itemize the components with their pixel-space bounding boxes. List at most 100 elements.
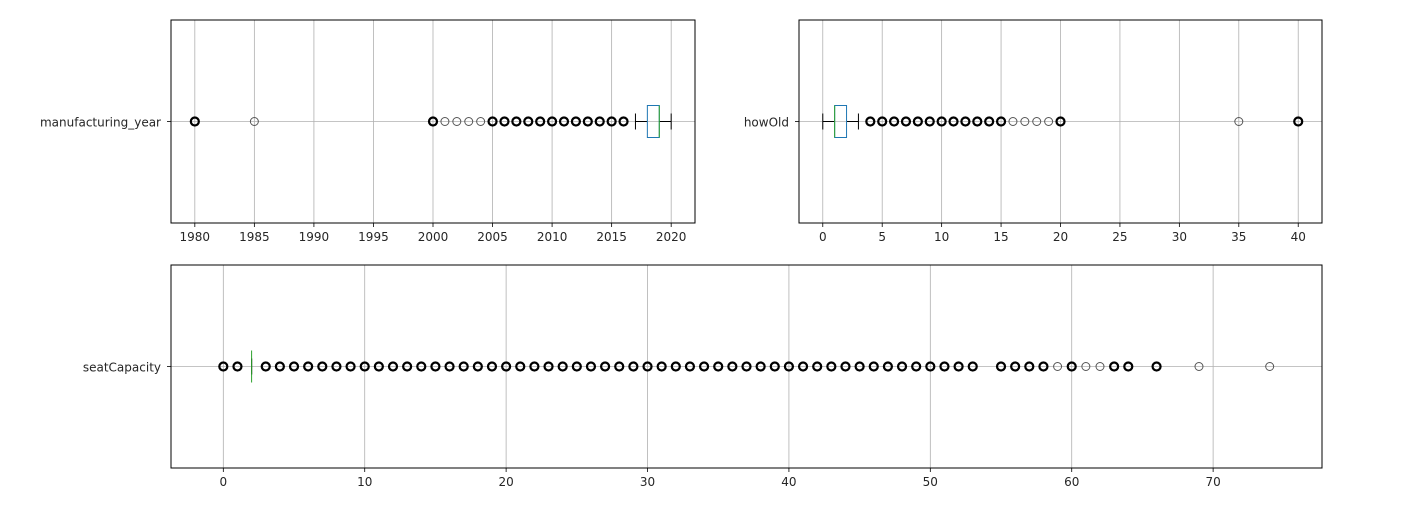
outlier-point	[585, 361, 597, 372]
outlier-point	[515, 361, 526, 372]
outlier-point	[464, 117, 474, 126]
outlier-point	[487, 116, 498, 127]
outlier-point	[373, 361, 384, 372]
outlier-point	[599, 361, 611, 372]
outlier-point	[896, 361, 908, 372]
outlier-point	[288, 361, 300, 372]
outlier-point	[476, 117, 486, 126]
x-tick-label: 35	[1231, 230, 1246, 244]
outlier-point	[558, 116, 570, 127]
outlier-point	[1095, 362, 1105, 371]
outlier-point	[606, 116, 617, 127]
outlier-point	[189, 116, 200, 127]
outlier-point	[427, 116, 439, 127]
panel-how-old: howOld 0 5 10 15 20 25 30 35 40	[744, 19, 1323, 244]
x-tick-label: 2015	[596, 230, 627, 244]
outlier-point	[529, 361, 540, 372]
outlier-point	[1109, 361, 1120, 372]
outlier-point	[670, 361, 681, 372]
x-tick-label: 30	[640, 475, 655, 489]
outlier-point	[1032, 117, 1042, 126]
outlier-point	[911, 361, 922, 372]
outlier-point	[900, 116, 912, 127]
outlier-point	[331, 361, 342, 372]
x-tick-label: 2010	[537, 230, 568, 244]
x-tick-label: 25	[1112, 230, 1127, 244]
outlier-point	[888, 116, 900, 127]
x-tick-label: 2020	[656, 230, 687, 244]
outlier-point	[594, 116, 605, 127]
outlier-point	[741, 361, 752, 372]
outlier-point	[1044, 117, 1054, 126]
outlier-point	[656, 361, 667, 372]
outlier-point	[826, 361, 837, 372]
x-tick-label: 20	[498, 475, 513, 489]
outlier-point	[984, 116, 995, 127]
outlier-point	[642, 361, 653, 372]
outlier-point	[939, 361, 950, 372]
outlier-point	[440, 117, 450, 126]
outlier-point	[967, 361, 978, 372]
outlier-point	[317, 361, 328, 372]
outlier-point	[218, 361, 229, 372]
category-label: seatCapacity	[83, 361, 161, 375]
outlier-point	[882, 361, 894, 372]
outlier-point	[614, 361, 625, 372]
outlier-point	[249, 117, 259, 126]
outlier-point	[430, 361, 441, 372]
outlier-point	[1038, 361, 1049, 372]
outlier-point	[458, 361, 469, 372]
outlier-point	[769, 361, 780, 372]
outlier-point	[546, 116, 558, 127]
x-tick-label: 40	[781, 475, 796, 489]
outlier-point	[783, 361, 795, 372]
outlier-point	[570, 116, 582, 127]
outlier-point	[797, 361, 809, 372]
outlier-point	[543, 361, 554, 372]
outlier-point	[232, 361, 243, 372]
outlier-point	[1293, 116, 1304, 127]
x-tick-label: 2000	[418, 230, 449, 244]
outlier-point	[854, 361, 865, 372]
x-tick-label: 60	[1064, 475, 1079, 489]
outlier-point	[1010, 361, 1021, 372]
outlier-point	[274, 361, 285, 372]
axes-frame	[170, 19, 696, 224]
outlier-point	[511, 116, 522, 127]
outlier-point	[840, 361, 851, 372]
outlier-point	[1234, 117, 1244, 126]
panel-seat-capacity: seatCapacity 0 10 20 30 40 50 60 70	[83, 264, 1323, 489]
outlier-point	[948, 116, 959, 127]
outlier-point	[582, 116, 593, 127]
outlier-point	[535, 116, 546, 127]
outlier-point	[345, 361, 356, 372]
outlier-point	[953, 361, 964, 372]
outlier-point	[1151, 361, 1162, 372]
outlier-point	[925, 361, 936, 372]
x-tick-label: 0	[219, 475, 227, 489]
axes-frame	[170, 264, 1323, 469]
outlier-point	[303, 361, 314, 372]
axes-frame	[798, 19, 1323, 224]
outlier-point	[359, 361, 370, 372]
outlier-point	[1066, 361, 1077, 372]
outlier-point	[1053, 362, 1063, 371]
outlier-point	[416, 361, 427, 372]
outlier-point	[260, 361, 271, 372]
outlier-point	[486, 361, 498, 372]
outlier-point	[1024, 361, 1035, 372]
category-label: manufacturing_year	[40, 116, 161, 130]
outlier-point	[924, 116, 935, 127]
outlier-point	[1194, 362, 1204, 371]
outlier-point	[1020, 117, 1030, 126]
outlier-point	[499, 116, 510, 127]
outlier-point	[444, 361, 455, 372]
panel-manufacturing-year: manufacturing_year 1980 1985 1990 1995 2000 2…	[40, 19, 696, 244]
x-tick-label: 1985	[239, 230, 270, 244]
outlier-point	[698, 361, 710, 372]
outlier-point	[936, 116, 947, 127]
outlier-point	[912, 116, 923, 127]
category-label: howOld	[744, 116, 789, 130]
outlier-point	[960, 116, 971, 127]
outlier-point	[995, 361, 1007, 372]
